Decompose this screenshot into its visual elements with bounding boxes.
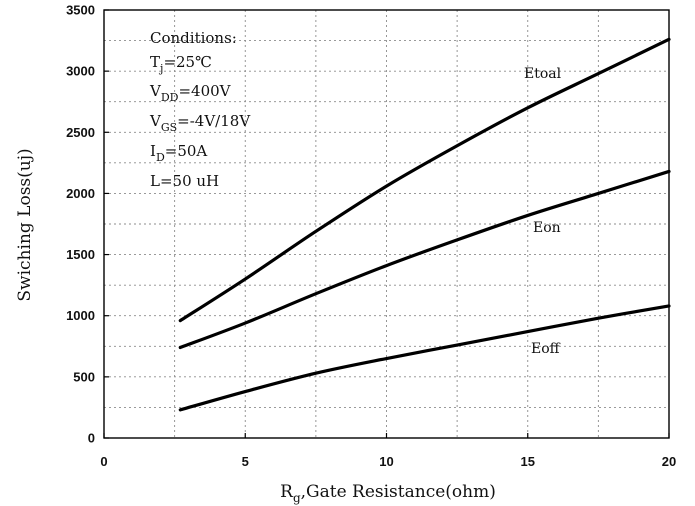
condition-l: L=50 uH <box>150 172 219 190</box>
conditions-box: Conditions: Tj=25℃ VDD=400V VGS=-4V/18V … <box>149 29 251 190</box>
series-label-eoff: Eoff <box>531 341 561 357</box>
condition-tj: Tj=25℃ <box>150 53 212 75</box>
x-axis-title: Rg,Gate Resistance(ohm) <box>280 482 496 505</box>
condition-l-text: L=50 uH <box>150 172 219 190</box>
condition-id-value: =50A <box>165 142 208 160</box>
y-tick-label: 3500 <box>66 3 95 18</box>
x-tick-label: 0 <box>100 454 107 469</box>
x-tick-label: 15 <box>521 454 535 469</box>
condition-vdd-main: V <box>149 82 162 100</box>
conditions-title-text: Conditions: <box>150 29 237 47</box>
condition-vgs-value: =-4V/18V <box>177 112 251 130</box>
series-label-etoal: Etoal <box>524 66 562 82</box>
condition-vdd-sub: DD <box>161 91 179 104</box>
series-line-etoal <box>178 37 671 323</box>
grid-layer <box>104 10 669 438</box>
condition-vgs: VGS=-4V/18V <box>149 112 251 134</box>
y-tick-label: 1000 <box>66 308 95 323</box>
y-axis-title: Swiching Loss(uj) <box>15 148 35 301</box>
series-label-eon: Eon <box>533 220 561 236</box>
condition-id-sub: D <box>156 151 165 164</box>
condition-tj-main: T <box>150 53 160 71</box>
condition-tj-sub: j <box>158 62 163 75</box>
x-axis-title-sub: g <box>293 491 301 505</box>
tick-layer: 0 500 1000 1500 2000 2500 3000 3500 0 5 10 15 20 <box>66 3 676 470</box>
x-tick-label: 20 <box>662 454 676 469</box>
condition-id: ID=50A <box>150 142 207 164</box>
y-tick-label: 2500 <box>66 125 95 140</box>
condition-vdd: VDD=400V <box>149 82 232 104</box>
y-tick-label: 0 <box>88 431 95 446</box>
y-tick-label: 1500 <box>66 247 95 262</box>
condition-vgs-sub: GS <box>161 121 177 134</box>
x-axis-title-main: R <box>280 482 294 502</box>
condition-vdd-value: =400V <box>178 82 231 100</box>
x-tick-label: 10 <box>379 454 393 469</box>
condition-vgs-main: V <box>149 112 162 130</box>
series-layer <box>178 37 671 412</box>
y-tick-label: 3000 <box>66 64 95 79</box>
y-tick-label: 2000 <box>66 186 95 201</box>
series-line-eoff <box>178 304 671 412</box>
series-line-eon <box>178 169 671 350</box>
condition-tj-value: =25℃ <box>163 53 211 71</box>
series-labels: Etoal Eon Eoff <box>524 66 562 357</box>
condition-id-main: I <box>150 142 156 160</box>
conditions-title: Conditions: <box>150 29 237 47</box>
x-tick-label: 5 <box>242 454 249 469</box>
x-axis-title-rest: ,Gate Resistance(ohm) <box>301 482 496 502</box>
y-tick-label: 500 <box>73 369 95 384</box>
